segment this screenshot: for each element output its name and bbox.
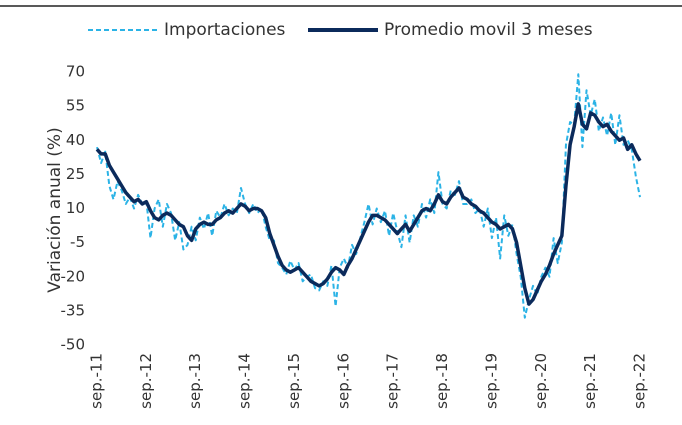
y-tick-label: 55 (66, 97, 85, 115)
y-tick-label: -20 (61, 267, 86, 285)
x-tick-label: sep.-19 (482, 353, 500, 409)
y-axis-title: Variación anual (%) (45, 127, 65, 292)
line-series (95, 102, 642, 306)
x-tick-label: sep.-14 (236, 353, 254, 409)
legend-label: Importaciones (164, 20, 286, 40)
x-tick-label: sep.-21 (581, 353, 599, 409)
x-tick-label: sep.-18 (433, 353, 451, 409)
x-tick-label: sep.-20 (532, 353, 550, 409)
y-tick-label: 40 (66, 131, 85, 149)
line-series (96, 73, 641, 319)
x-tick-label: sep.-16 (334, 353, 352, 409)
x-tick-label: sep.-12 (137, 353, 155, 409)
y-tick-label: 25 (66, 165, 85, 183)
x-tick-label: sep.-22 (631, 353, 649, 409)
x-tick-label: sep.-13 (186, 353, 204, 409)
y-tick-label: 10 (66, 199, 85, 217)
y-tick-label: 70 (66, 63, 85, 81)
y-tick-label: -5 (70, 233, 85, 251)
legend-label: Promedio movil 3 meses (384, 20, 593, 40)
x-tick-label: sep.-15 (285, 353, 303, 409)
x-tick-label: sep.-11 (88, 353, 106, 409)
y-tick-label: -50 (61, 336, 86, 354)
y-tick-label: -35 (61, 301, 86, 319)
x-tick-label: sep.-17 (384, 353, 402, 409)
